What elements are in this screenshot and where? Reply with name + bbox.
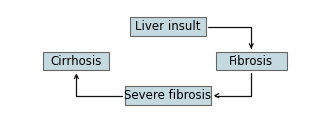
FancyBboxPatch shape <box>129 17 206 36</box>
Text: Fibrosis: Fibrosis <box>229 55 273 68</box>
FancyBboxPatch shape <box>216 52 287 70</box>
FancyBboxPatch shape <box>125 86 211 105</box>
FancyBboxPatch shape <box>43 52 109 70</box>
Text: Liver insult: Liver insult <box>135 20 200 33</box>
Text: Cirrhosis: Cirrhosis <box>51 55 102 68</box>
Text: Severe fibrosis: Severe fibrosis <box>124 89 211 102</box>
